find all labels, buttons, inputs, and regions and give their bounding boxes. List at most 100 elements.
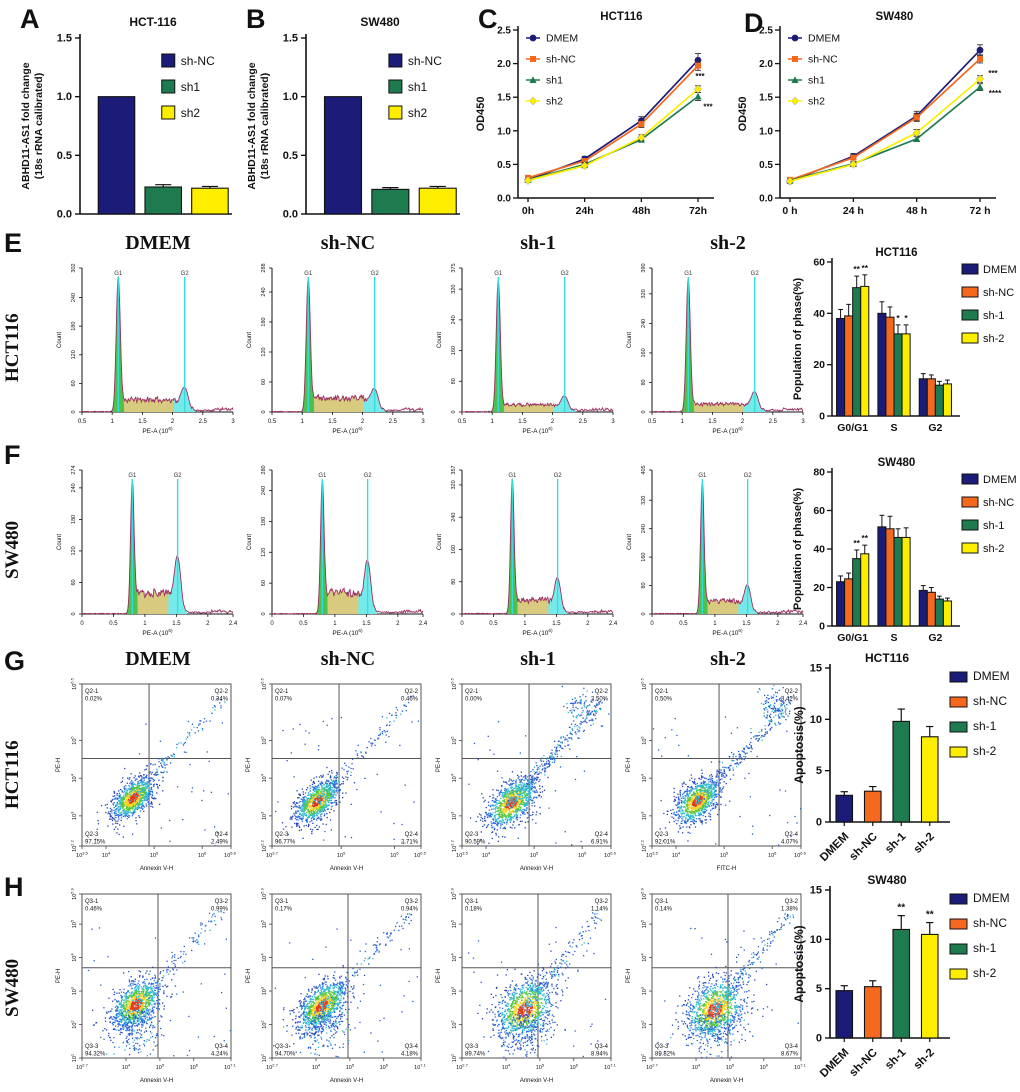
svg-text:2.5: 2.5: [497, 26, 511, 37]
svg-text:PE-H: PE-H: [436, 758, 442, 772]
svg-text:PE-A (106): PE-A (106): [332, 426, 363, 435]
svg-text:24h: 24h: [576, 205, 594, 217]
svg-text:sh-1: sh-1: [983, 310, 1004, 322]
svg-text:0.5: 0.5: [648, 419, 657, 425]
svg-text:PE-A (106): PE-A (106): [522, 426, 553, 435]
svg-text:2.0: 2.0: [497, 59, 511, 70]
panel-g-apoptosis-bar-chart: 0 5 10 15 HCT116 DMEM sh-NC sh-1 sh-2 DMEM sh-NC sh…: [790, 650, 1020, 874]
col-header-dmem-g: DMEM: [125, 648, 191, 670]
svg-text:320: 320: [451, 480, 457, 489]
svg-text:160: 160: [451, 346, 457, 355]
panel-h-scatter-dmem: 102.7 104 105 106 107.1 101 102 103 104 105 105.9 A…: [52, 886, 240, 1086]
svg-text:sh-NC: sh-NC: [408, 54, 442, 68]
svg-text:Count: Count: [57, 332, 63, 348]
svg-text:106.5: 106.5: [70, 677, 79, 689]
row-label-sw480-f: SW480: [2, 520, 23, 580]
svg-text:0.5: 0.5: [489, 621, 498, 627]
svg-text:Q2-2: Q2-2: [215, 689, 229, 695]
col-header-sh2-g: sh-2: [710, 648, 746, 670]
svg-text:120: 120: [261, 548, 267, 557]
col-header-dmem-e: DMEM: [125, 232, 191, 254]
svg-text:1.0: 1.0: [283, 91, 298, 103]
row-label-hct116-g: HCT116: [2, 740, 23, 810]
panel-h-scatter-sh2-svg: 102.7 104 105 106 107.1101102103104105105.9A…: [626, 887, 807, 1084]
svg-text:103: 103: [260, 811, 269, 820]
svg-text:0: 0: [650, 621, 654, 627]
svg-text:G2: G2: [364, 473, 373, 479]
row-label-sw480-h: SW480: [2, 958, 23, 1018]
svg-text:104: 104: [260, 773, 269, 782]
svg-text:274: 274: [71, 465, 77, 474]
svg-text:60: 60: [261, 580, 267, 586]
svg-text:1: 1: [681, 419, 685, 425]
svg-text:sh-NC: sh-NC: [983, 497, 1014, 509]
svg-text:HCT116: HCT116: [875, 247, 917, 259]
svg-text:G2: G2: [928, 632, 942, 644]
svg-text:180: 180: [71, 515, 77, 524]
svg-text:320: 320: [641, 289, 647, 298]
svg-text:Q2-4: Q2-4: [215, 832, 229, 838]
svg-text:sh1: sh1: [181, 80, 201, 94]
panel-f-cellcycle-bar-chart-svg: 0 20 40 60 80 SW480 Population of phase(%) G0/G…: [792, 457, 1017, 644]
svg-text:105: 105: [530, 851, 539, 860]
panel-h-scatter-sh2: 102.7 104 105 106 107.1 101 102 103 104 105 105.9 A…: [622, 886, 810, 1086]
svg-text:PE-A (106): PE-A (106): [712, 426, 743, 435]
svg-text:106.6: 106.6: [224, 851, 236, 860]
svg-text:1.0: 1.0: [497, 126, 511, 137]
svg-text:2.0: 2.0: [759, 59, 773, 70]
svg-text:PE-A (106): PE-A (106): [142, 426, 173, 435]
svg-text:2: 2: [206, 621, 210, 627]
panel-e-hist-sh1-svg: 0 80 160 240 320 375 0.5 1 1.5 2 2.5 3 Count PE-A (10…: [437, 263, 615, 435]
svg-text:103: 103: [70, 811, 79, 820]
svg-text:G1: G1: [684, 271, 693, 277]
panel-e-hist-shnc-svg: 0 60 120 180 240 288 0.5 1 1.5 2 2.5 3 Count PE-A (10…: [247, 263, 425, 435]
svg-text:357: 357: [451, 465, 457, 474]
svg-text:sh-1: sh-1: [983, 520, 1004, 532]
panel-e-hist-sh2-svg: 0 80 160 240 320 390 0.5 1 1.5 2 2.5 3 Count PE-A (10…: [627, 263, 805, 435]
svg-text:1: 1: [523, 621, 527, 627]
svg-text:320: 320: [451, 285, 457, 294]
svg-text:0.00%: 0.00%: [465, 697, 483, 703]
svg-text:SW480: SW480: [360, 15, 400, 29]
svg-text:103.5: 103.5: [456, 851, 468, 860]
svg-text:G1: G1: [114, 271, 123, 277]
svg-text:sh-2: sh-2: [983, 543, 1004, 555]
svg-text:106.5: 106.5: [450, 677, 459, 689]
svg-text:G1: G1: [128, 473, 137, 479]
svg-text:0: 0: [641, 410, 647, 413]
svg-text:Count: Count: [627, 332, 633, 348]
svg-text:3: 3: [421, 419, 425, 425]
svg-text:106: 106: [390, 851, 399, 860]
svg-text:1.5: 1.5: [283, 33, 298, 45]
svg-text:0.5: 0.5: [268, 419, 277, 425]
svg-text:103: 103: [450, 811, 459, 820]
svg-text:2.5: 2.5: [199, 419, 208, 425]
svg-text:240: 240: [451, 513, 457, 522]
svg-text:G1: G1: [304, 271, 313, 277]
panel-a-qpcr-bar-chart-svg: 0.0 0.5 1.0 1.5 HCT-116 sh-NC sh1 sh2 ABHD11-AS1…: [20, 15, 232, 221]
svg-text:Population of phase(%): Population of phase(%): [792, 278, 804, 401]
svg-text:72h: 72h: [689, 205, 707, 217]
svg-text:105: 105: [720, 851, 729, 860]
svg-text:OD450: OD450: [737, 97, 749, 132]
svg-text:Count: Count: [247, 534, 253, 550]
col-header-shnc-e: sh-NC: [320, 232, 376, 254]
svg-text:3: 3: [611, 419, 615, 425]
panel-h-scatter-shnc: 102.7 104 105 106 107.1 101 102 103 104 105 105.9 A…: [242, 886, 430, 1086]
svg-text:sh2: sh2: [546, 96, 563, 108]
svg-text:105: 105: [450, 736, 459, 745]
svg-text:sh1: sh1: [808, 75, 825, 87]
svg-text:104: 104: [482, 851, 491, 860]
panel-h-scatter-sh1-svg: 102.7 104 105 106 107.1101102103104105105.9A…: [436, 887, 617, 1084]
svg-text:**: **: [853, 264, 860, 274]
svg-text:**: **: [861, 263, 868, 273]
svg-text:72 h: 72 h: [969, 205, 990, 217]
svg-text:80: 80: [641, 379, 647, 385]
svg-text:2.4: 2.4: [799, 621, 808, 627]
panel-c-cck8-line-chart: 0.0 0.5 1.0 1.5 2.0 2.5 0h 24h 48h 72h HCT116 OD450…: [468, 4, 728, 228]
svg-text:0: 0: [641, 612, 647, 615]
svg-text:120: 120: [71, 350, 77, 359]
svg-text:sh2: sh2: [181, 106, 201, 120]
